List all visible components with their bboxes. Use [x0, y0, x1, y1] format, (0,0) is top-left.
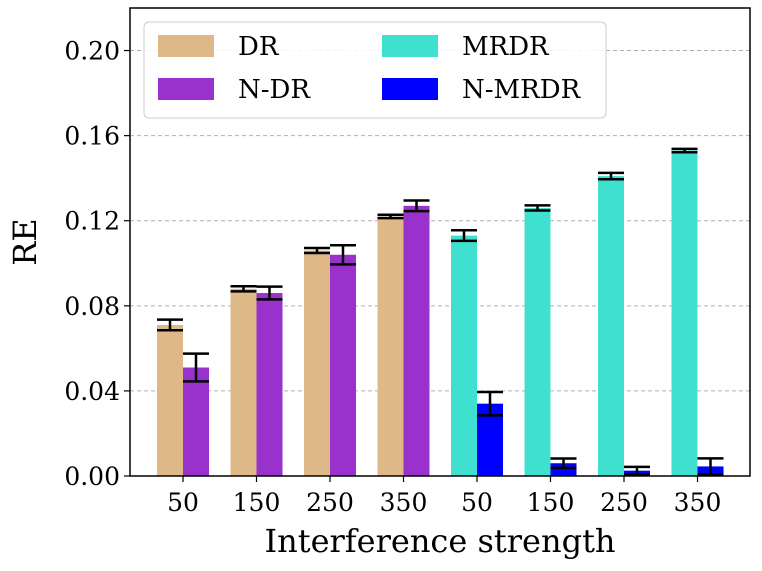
bar-n-dr-50 — [183, 367, 209, 476]
bar-n-dr-150 — [256, 293, 283, 476]
x-tick-label: 250 — [306, 488, 354, 517]
bar-n-dr-350 — [403, 205, 430, 476]
bar-mrdr-150 — [524, 207, 551, 477]
bar-mrdr-350 — [671, 150, 698, 476]
x-tick-label: 150 — [233, 488, 281, 517]
bar-dr-350 — [377, 216, 404, 477]
legend-label-n-dr: N-DR — [238, 75, 311, 105]
y-tick-label: 0.04 — [64, 377, 120, 406]
x-tick-label: 350 — [380, 488, 428, 517]
bar-mrdr-50 — [451, 235, 477, 476]
bar-dr-250 — [304, 250, 330, 476]
y-tick-label: 0.20 — [64, 37, 120, 66]
x-tick-label: 250 — [600, 488, 648, 517]
y-tick-label: 0.00 — [64, 462, 120, 491]
bar-n-dr-250 — [330, 254, 356, 476]
x-tick-label: 50 — [167, 488, 199, 517]
legend: DR N-DR MRDR N-MRDR — [143, 21, 607, 119]
bar-dr-50 — [157, 324, 183, 476]
x-tick-label: 50 — [461, 488, 493, 517]
legend-label-n-mrdr: N-MRDR — [462, 75, 582, 105]
legend-swatch-mrdr — [382, 35, 438, 57]
x-axis-title: Interference strength — [264, 522, 615, 560]
bars — [157, 150, 724, 477]
legend-swatch-dr — [158, 35, 214, 57]
x-tick-label: 150 — [527, 488, 575, 517]
bar-mrdr-250 — [598, 176, 624, 476]
legend-swatch-n-mrdr — [382, 78, 438, 100]
x-axis-ticks: 50 150 250 350 50 150 250 350 — [167, 476, 721, 517]
legend-swatch-n-dr — [158, 78, 214, 100]
legend-box — [143, 21, 607, 119]
plot-frame — [129, 7, 751, 477]
legend-label-mrdr: MRDR — [462, 32, 550, 62]
y-axis-ticks: 0.00 0.04 0.08 0.12 0.16 0.20 — [64, 37, 130, 491]
bar-dr-150 — [230, 288, 257, 476]
y-tick-label: 0.08 — [64, 292, 120, 321]
error-bars — [157, 147, 724, 476]
y-axis-title: RE — [6, 218, 44, 265]
bar-n-mrdr-150 — [550, 463, 577, 476]
y-tick-label: 0.12 — [64, 207, 120, 236]
x-tick-label: 350 — [674, 488, 722, 517]
legend-label-dr: DR — [238, 32, 280, 62]
y-tick-label: 0.16 — [64, 122, 120, 151]
